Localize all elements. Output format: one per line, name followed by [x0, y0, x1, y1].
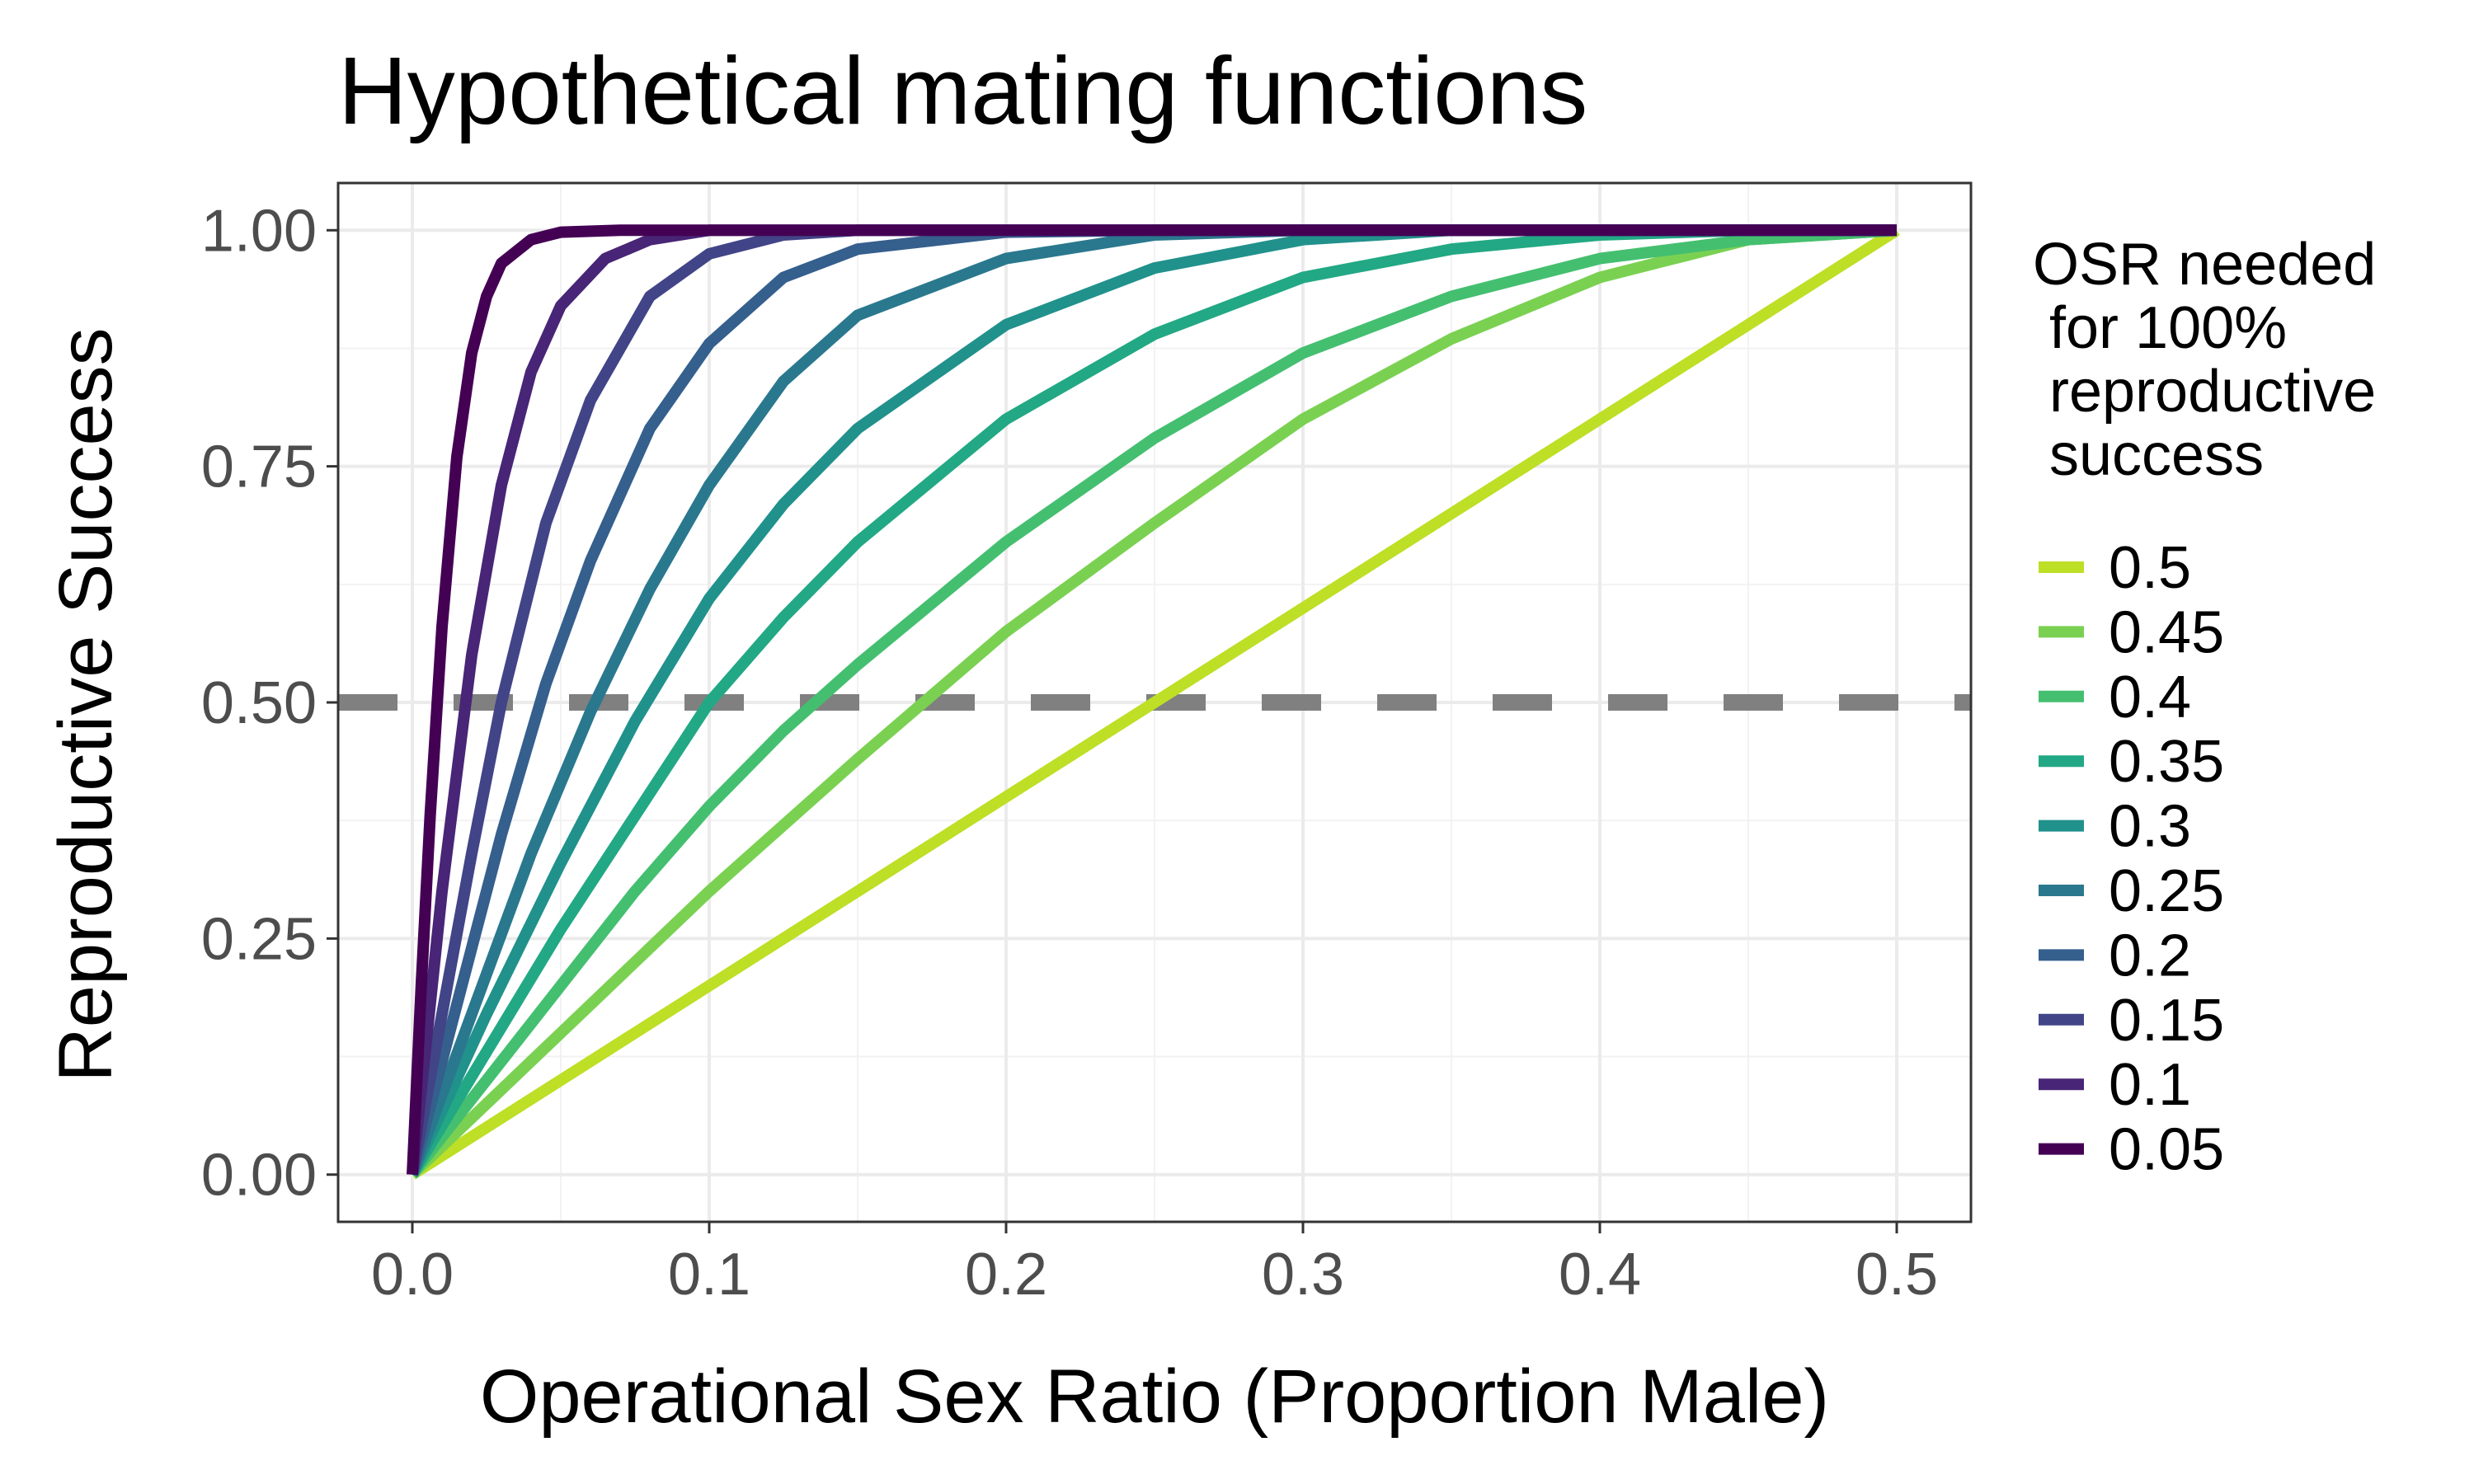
chart-title: Hypothetical mating functions — [338, 37, 1587, 144]
legend-label: 0.5 — [2109, 535, 2191, 601]
x-tick-label: 0.1 — [668, 1242, 750, 1308]
legend-label: 0.25 — [2109, 858, 2224, 924]
y-tick-label: 0.25 — [201, 906, 317, 972]
x-axis-title: Operational Sex Ratio (Proportion Male) — [480, 1355, 1829, 1439]
legend-label: 0.4 — [2109, 665, 2191, 730]
y-tick-label: 0.00 — [201, 1143, 317, 1209]
legend-title-line: for 100% — [2033, 295, 2287, 361]
legend-label: 0.35 — [2109, 729, 2224, 795]
series-line-0-5 — [409, 225, 1900, 1180]
series-line-0-45 — [408, 224, 1898, 1179]
legend-title: OSR needed for 100% reproductive success — [2033, 232, 2376, 488]
x-tick-label: 0.2 — [965, 1242, 1047, 1308]
legend: OSR needed for 100% reproductive success… — [2033, 232, 2376, 1183]
y-tick-label: 1.00 — [201, 198, 317, 264]
legend-label: 0.05 — [2109, 1117, 2224, 1183]
x-tick-label: 0.3 — [1262, 1242, 1344, 1308]
legend-title-line: reproductive — [2033, 359, 2376, 425]
x-axis-ticks: 0.0 0.1 0.2 0.3 0.4 0.5 — [371, 1222, 1938, 1308]
x-tick-label: 0.5 — [1856, 1242, 1938, 1308]
y-axis-title: Reproductive Success — [44, 327, 128, 1082]
y-tick-label: 0.75 — [201, 434, 317, 500]
series-line-0-05 — [407, 224, 1897, 1176]
legend-items: 0.50.450.40.350.30.250.20.150.10.05 — [2039, 535, 2224, 1183]
legend-label: 0.2 — [2109, 923, 2191, 989]
y-axis-ticks: 0.00 0.25 0.50 0.75 1.00 — [201, 198, 338, 1209]
series-line-0-35 — [407, 224, 1897, 1178]
x-tick-label: 0.0 — [371, 1242, 454, 1308]
legend-label: 0.15 — [2109, 988, 2224, 1054]
series-lines — [407, 224, 1900, 1180]
legend-label: 0.45 — [2109, 599, 2224, 665]
legend-title-line: OSR needed — [2033, 232, 2376, 298]
x-tick-label: 0.4 — [1559, 1242, 1641, 1308]
legend-label: 0.1 — [2109, 1052, 2191, 1118]
series-line-0-4 — [407, 224, 1898, 1179]
legend-title-line: success — [2033, 422, 2264, 488]
legend-label: 0.3 — [2109, 794, 2191, 860]
y-tick-label: 0.50 — [201, 670, 317, 736]
